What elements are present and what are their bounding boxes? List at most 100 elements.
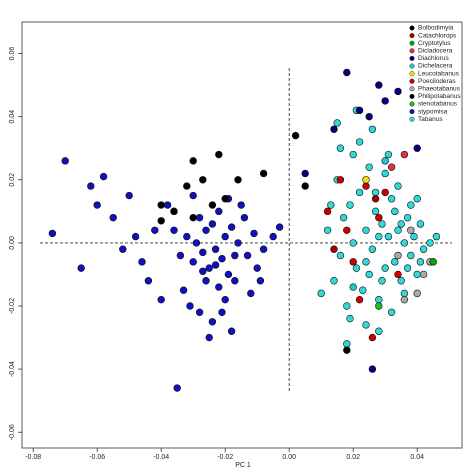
legend-label: Catachlorops <box>418 32 457 39</box>
point <box>375 232 383 241</box>
point <box>189 191 197 200</box>
point <box>381 264 389 272</box>
point <box>413 289 421 298</box>
point <box>323 207 332 216</box>
point <box>224 270 233 279</box>
point <box>125 191 133 200</box>
point <box>231 277 239 285</box>
legend-swatch <box>409 109 415 115</box>
point <box>144 277 153 285</box>
point <box>375 302 383 310</box>
legend-label: Dicladocera <box>418 48 453 55</box>
point <box>371 207 380 216</box>
point <box>157 217 165 225</box>
point <box>419 245 428 253</box>
point <box>381 157 389 165</box>
point <box>77 264 85 272</box>
legend-swatch <box>409 55 415 61</box>
point <box>256 277 265 285</box>
legend-label: Phaeotabanus <box>418 86 461 93</box>
point <box>240 213 249 222</box>
point <box>208 201 217 209</box>
point <box>202 277 210 285</box>
point <box>173 384 181 392</box>
point <box>250 229 258 238</box>
point <box>368 333 377 342</box>
point <box>387 195 396 203</box>
point <box>330 277 338 285</box>
point <box>176 251 185 260</box>
point <box>387 163 396 171</box>
point <box>384 232 393 241</box>
point <box>234 239 242 247</box>
point <box>336 251 345 260</box>
y-tick-label: 0.00 <box>9 236 16 250</box>
point <box>397 220 405 228</box>
legend-label: Dichelacera <box>418 63 453 70</box>
point <box>362 226 370 234</box>
point <box>317 289 325 298</box>
point <box>227 223 236 231</box>
legend-label: stypomisa <box>418 108 448 115</box>
point <box>259 245 268 253</box>
point <box>163 201 172 209</box>
point <box>183 232 191 241</box>
x-tick-label: -0.08 <box>25 454 41 461</box>
point <box>221 195 229 203</box>
legend-swatch <box>409 78 415 84</box>
series <box>375 302 383 310</box>
point <box>394 270 402 279</box>
point <box>131 232 140 241</box>
y-tick-label: 0.04 <box>9 110 16 124</box>
point <box>403 264 412 272</box>
point <box>400 150 409 159</box>
point <box>426 239 434 247</box>
series <box>317 106 441 348</box>
point <box>211 261 220 269</box>
point <box>215 207 223 216</box>
point <box>365 163 373 171</box>
point <box>407 251 415 260</box>
point <box>413 195 421 203</box>
point <box>205 333 213 342</box>
plot-frame <box>21 21 463 449</box>
point <box>394 87 402 96</box>
point <box>419 270 428 279</box>
point <box>349 283 357 291</box>
point <box>183 182 191 190</box>
point <box>291 131 300 140</box>
series <box>429 258 437 266</box>
point <box>275 223 284 231</box>
point <box>157 201 165 209</box>
point <box>355 295 364 304</box>
point <box>202 226 210 234</box>
point <box>381 169 389 178</box>
point <box>199 248 207 257</box>
point <box>336 144 345 152</box>
point <box>109 213 117 222</box>
point <box>362 321 370 329</box>
series <box>387 150 409 171</box>
point <box>378 220 386 228</box>
point <box>215 150 223 159</box>
point <box>410 232 418 241</box>
point <box>186 302 194 310</box>
point <box>362 176 370 184</box>
point <box>189 213 197 222</box>
point <box>368 125 377 133</box>
point <box>192 239 201 247</box>
x-tick-label: -0.06 <box>89 454 105 461</box>
legend-label: Bolbodimyia <box>418 25 454 32</box>
point <box>400 289 409 298</box>
x-axis-label: PC 1 <box>235 462 251 469</box>
y-tick-label: -0.06 <box>9 424 16 440</box>
point <box>346 314 354 323</box>
point <box>359 286 367 294</box>
legend-label: Cryptotylus <box>418 40 451 47</box>
point <box>391 207 399 216</box>
legend-swatch <box>409 48 415 54</box>
point <box>218 308 226 317</box>
point <box>199 267 207 275</box>
point <box>211 245 220 253</box>
point <box>375 327 383 335</box>
